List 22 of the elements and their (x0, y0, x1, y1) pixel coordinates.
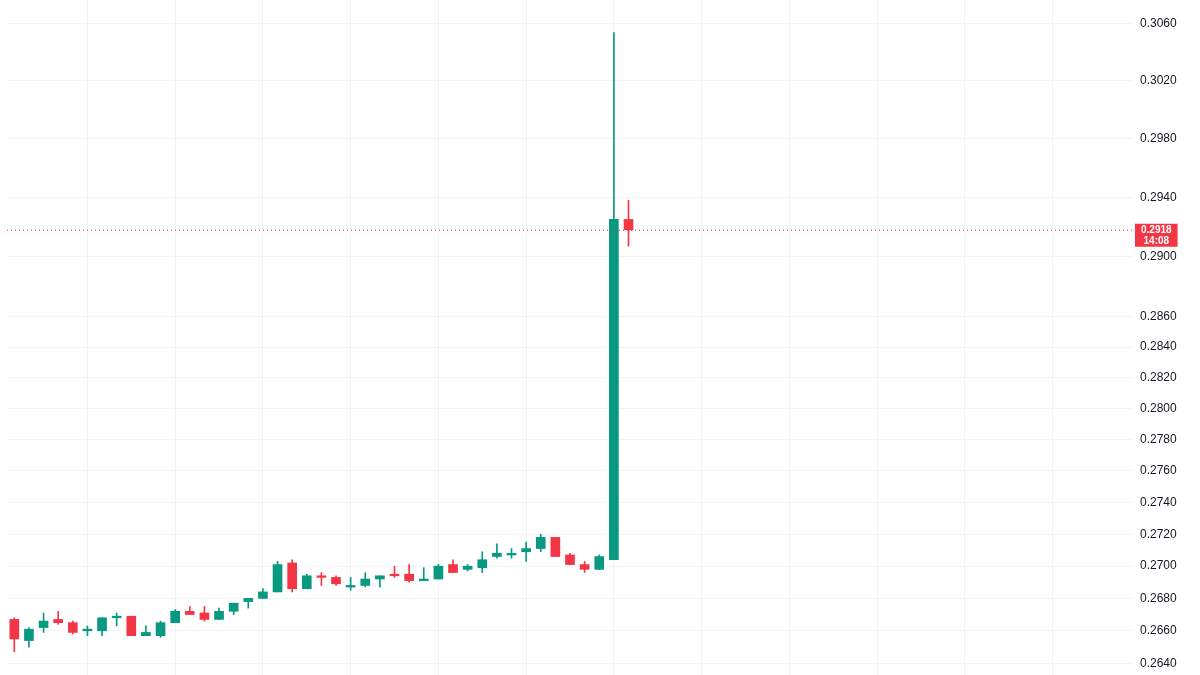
y-tick-label: 0.2980 (1140, 131, 1178, 146)
ref-line-label: 0.2918 (1141, 223, 1173, 235)
y-tick-label: 0.2720 (1140, 526, 1178, 541)
y-tick-label: 0.2740 (1140, 494, 1178, 509)
y-tick-label: 0.3020 (1140, 73, 1178, 88)
candlestick (111, 612, 122, 627)
candlestick (521, 541, 531, 562)
y-tick-label: 0.2660 (1140, 623, 1178, 638)
y-tick-label: 0.2840 (1140, 339, 1178, 354)
y-tick-label: 0.2760 (1140, 463, 1178, 478)
y-tick-label: 0.2860 (1140, 309, 1178, 324)
y-tick-label: 0.2700 (1140, 558, 1178, 573)
y-tick-label: 0.2640 (1140, 655, 1178, 670)
text: 14:08 (1143, 234, 1170, 246)
y-tick-label: 0.2680 (1140, 590, 1178, 605)
y-tick-label: 0.2940 (1140, 189, 1178, 204)
y-tick-label: 0.2780 (1140, 431, 1178, 446)
y-tick-label: 0.2820 (1140, 370, 1178, 385)
y-tick-label: 0.2900 (1140, 248, 1178, 263)
y-tick-label: 0.2800 (1140, 400, 1178, 415)
y-tick-label: 0.3060 (1140, 16, 1178, 31)
candlestick (418, 567, 429, 581)
